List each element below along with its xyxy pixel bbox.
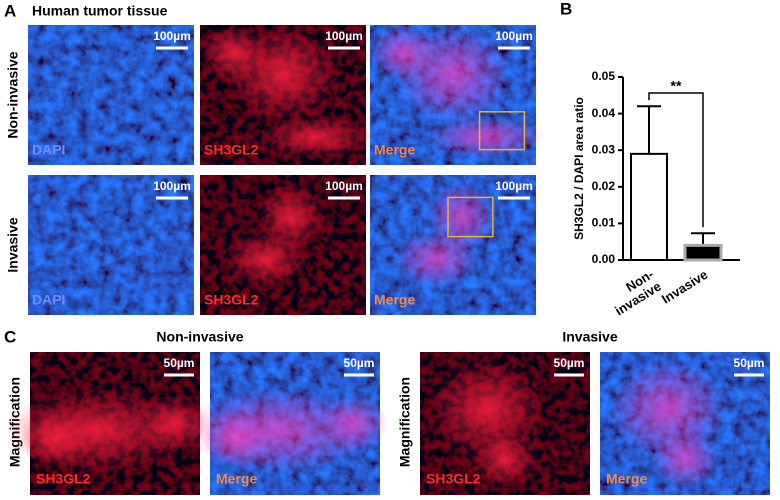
channel-label: Merge xyxy=(374,292,415,308)
panel-label: B xyxy=(560,0,572,18)
panel-label: A xyxy=(4,1,16,20)
group-title: Non-invasive xyxy=(156,329,243,345)
signal xyxy=(201,409,270,467)
row-label: Non-invasive xyxy=(5,51,21,138)
signal xyxy=(651,430,719,488)
micrograph xyxy=(200,25,375,165)
scale-bar-label: 100µm xyxy=(495,29,533,43)
y-tick-label: 0.03 xyxy=(592,142,616,156)
scale-bar-label: 50µm xyxy=(164,356,195,370)
channel-label: DAPI xyxy=(32,292,65,308)
channel-label: SH3GL2 xyxy=(204,142,259,158)
signal xyxy=(320,394,389,453)
channel-label: SH3GL2 xyxy=(204,292,259,308)
scale-bar-label: 50µm xyxy=(344,356,375,370)
scale-bar-label: 50µm xyxy=(554,356,585,370)
x-tick-label: Invasive xyxy=(659,267,710,307)
y-tick-label: 0.05 xyxy=(592,69,616,83)
zoom-box xyxy=(447,196,494,238)
row-label: Magnification xyxy=(397,377,413,467)
channel-label: Merge xyxy=(606,471,647,487)
signal xyxy=(370,25,437,81)
channel-label: Merge xyxy=(374,142,415,158)
significance-bracket xyxy=(648,92,704,228)
scale-bar-label: 50µm xyxy=(734,356,765,370)
signal xyxy=(394,231,478,287)
scale-bar-label: 100µm xyxy=(153,179,191,193)
channel-label: SH3GL2 xyxy=(426,471,481,487)
micrograph xyxy=(4,352,209,495)
y-tick-label: 0.01 xyxy=(592,216,616,230)
scale-bar-label: 100µm xyxy=(153,29,191,43)
bar xyxy=(630,152,668,261)
channel-label: SH3GL2 xyxy=(36,471,91,487)
scale-bar-label: 100µm xyxy=(325,29,363,43)
channel-label: Merge xyxy=(216,471,257,487)
signal xyxy=(428,116,545,158)
x-tick-label: Non-invasive xyxy=(605,267,664,319)
panel-label: C xyxy=(4,327,16,346)
panel-title: Human tumor tissue xyxy=(32,3,168,19)
row-label: Invasive xyxy=(5,217,21,272)
y-axis-label: SH3GL2 / DAPI area ratio xyxy=(572,97,586,240)
scale-bar-label: 100µm xyxy=(325,179,363,193)
y-tick-label: 0.02 xyxy=(592,179,616,193)
y-tick-label: 0.04 xyxy=(592,106,616,120)
bar xyxy=(683,243,723,262)
scale-bar-label: 100µm xyxy=(495,179,533,193)
group-title: Invasive xyxy=(562,329,617,345)
channel-label: DAPI xyxy=(32,142,65,158)
y-tick-label: 0.00 xyxy=(592,252,616,266)
significance: ** xyxy=(671,78,682,94)
zoom-box xyxy=(478,111,526,151)
